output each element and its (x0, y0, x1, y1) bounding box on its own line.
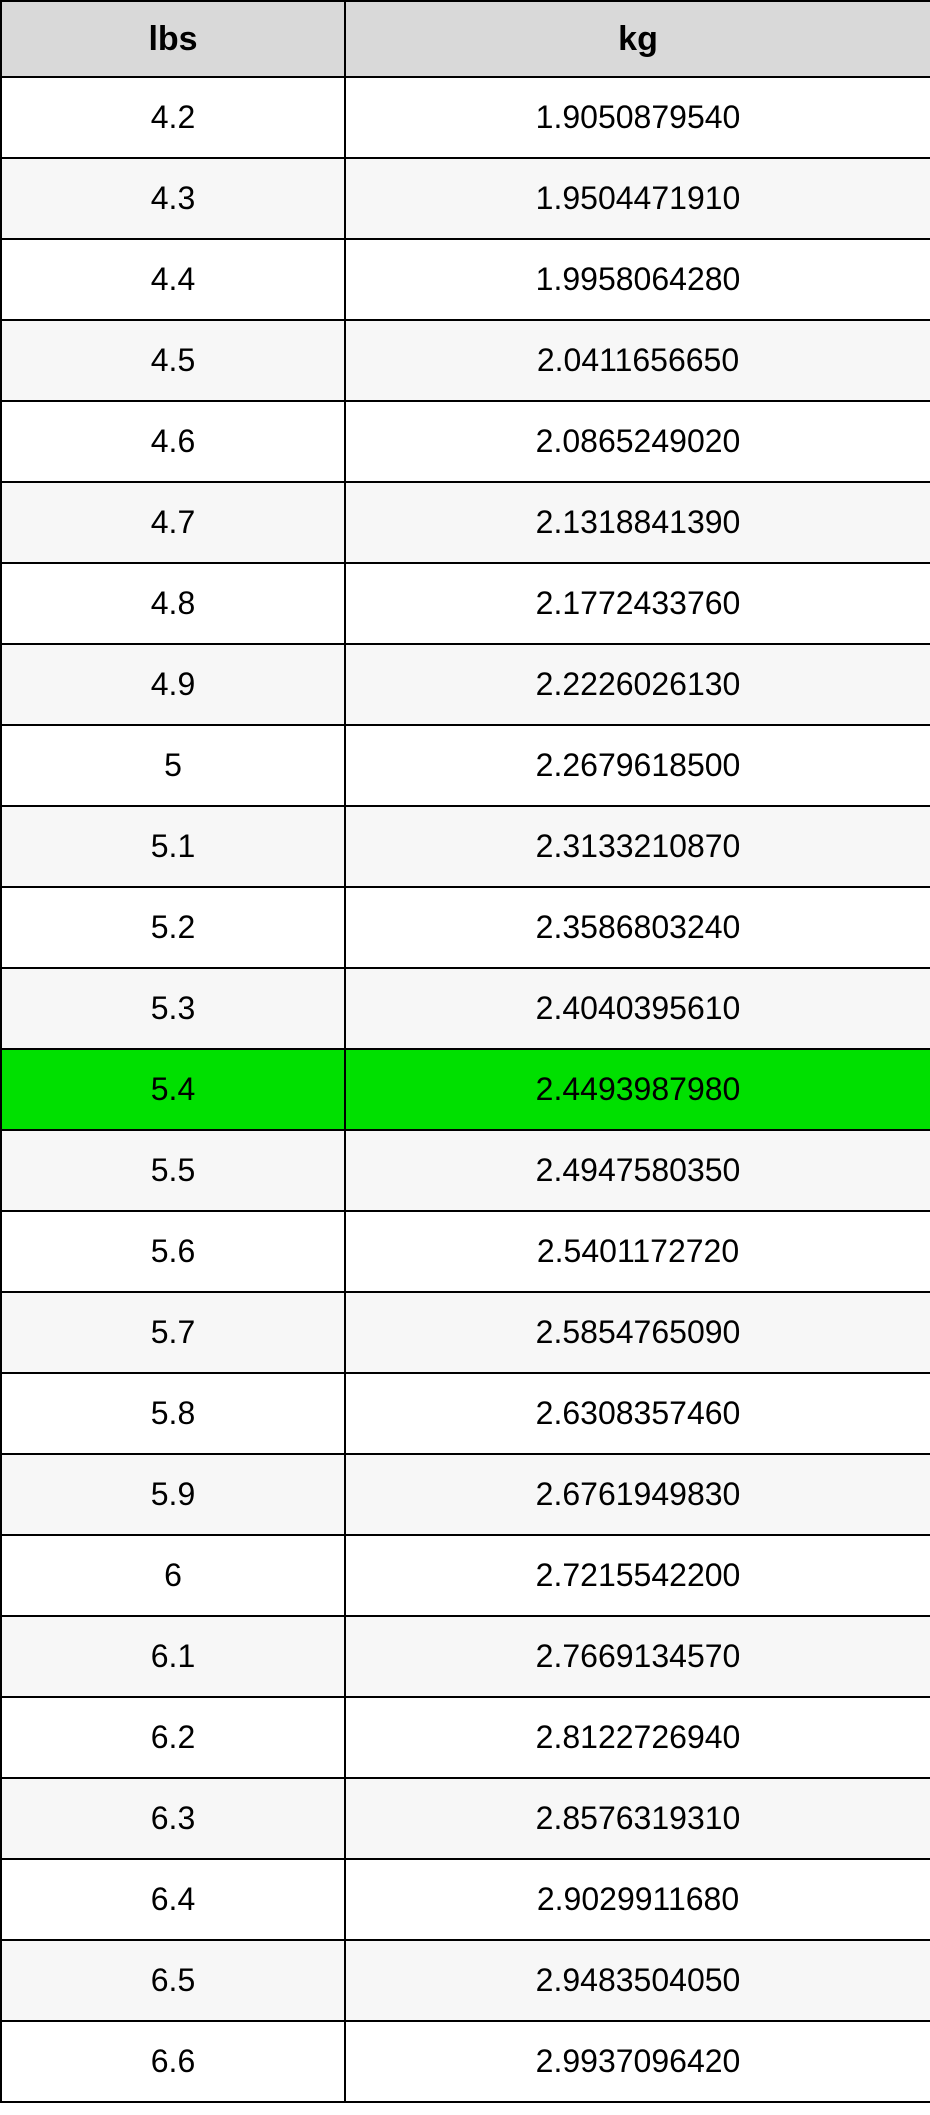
cell-lbs: 5.1 (1, 806, 345, 887)
table-row: 5.52.4947580350 (1, 1130, 930, 1211)
cell-kg: 2.4040395610 (345, 968, 930, 1049)
cell-kg: 2.8122726940 (345, 1697, 930, 1778)
cell-kg: 2.2679618500 (345, 725, 930, 806)
table-row: 4.52.0411656650 (1, 320, 930, 401)
cell-lbs: 5.7 (1, 1292, 345, 1373)
cell-lbs: 4.2 (1, 77, 345, 158)
cell-lbs: 6.1 (1, 1616, 345, 1697)
cell-kg: 2.1318841390 (345, 482, 930, 563)
table-row: 6.32.8576319310 (1, 1778, 930, 1859)
cell-lbs: 4.3 (1, 158, 345, 239)
table-row: 4.82.1772433760 (1, 563, 930, 644)
cell-lbs: 6.2 (1, 1697, 345, 1778)
cell-lbs: 5.4 (1, 1049, 345, 1130)
cell-kg: 2.5401172720 (345, 1211, 930, 1292)
cell-lbs: 4.7 (1, 482, 345, 563)
cell-lbs: 6.6 (1, 2021, 345, 2102)
cell-kg: 2.1772433760 (345, 563, 930, 644)
cell-kg: 2.6308357460 (345, 1373, 930, 1454)
cell-kg: 2.0411656650 (345, 320, 930, 401)
table-row: 4.41.9958064280 (1, 239, 930, 320)
cell-lbs: 4.5 (1, 320, 345, 401)
cell-lbs: 4.6 (1, 401, 345, 482)
cell-lbs: 6 (1, 1535, 345, 1616)
table-row: 4.72.1318841390 (1, 482, 930, 563)
table-row: 4.31.9504471910 (1, 158, 930, 239)
cell-kg: 2.9483504050 (345, 1940, 930, 2021)
table-row: 4.92.2226026130 (1, 644, 930, 725)
cell-lbs: 5.3 (1, 968, 345, 1049)
table-row: 6.52.9483504050 (1, 1940, 930, 2021)
cell-kg: 2.3586803240 (345, 887, 930, 968)
cell-lbs: 5.8 (1, 1373, 345, 1454)
cell-lbs: 5.9 (1, 1454, 345, 1535)
cell-kg: 2.4493987980 (345, 1049, 930, 1130)
table-row: 4.62.0865249020 (1, 401, 930, 482)
table-row: 5.62.5401172720 (1, 1211, 930, 1292)
table-row: 4.21.9050879540 (1, 77, 930, 158)
table-row: 6.42.9029911680 (1, 1859, 930, 1940)
cell-kg: 2.3133210870 (345, 806, 930, 887)
table-row: 6.12.7669134570 (1, 1616, 930, 1697)
column-header-lbs: lbs (1, 1, 345, 77)
cell-kg: 2.8576319310 (345, 1778, 930, 1859)
cell-kg: 2.2226026130 (345, 644, 930, 725)
cell-lbs: 5 (1, 725, 345, 806)
cell-kg: 2.7669134570 (345, 1616, 930, 1697)
cell-lbs: 5.5 (1, 1130, 345, 1211)
cell-lbs: 6.5 (1, 1940, 345, 2021)
cell-kg: 2.4947580350 (345, 1130, 930, 1211)
cell-kg: 2.6761949830 (345, 1454, 930, 1535)
cell-lbs: 5.6 (1, 1211, 345, 1292)
cell-kg: 2.9029911680 (345, 1859, 930, 1940)
table-row: 5.22.3586803240 (1, 887, 930, 968)
cell-lbs: 4.9 (1, 644, 345, 725)
cell-kg: 2.5854765090 (345, 1292, 930, 1373)
table-row: 6.22.8122726940 (1, 1697, 930, 1778)
table-row: 5.32.4040395610 (1, 968, 930, 1049)
cell-lbs: 6.4 (1, 1859, 345, 1940)
cell-lbs: 4.4 (1, 239, 345, 320)
cell-kg: 1.9504471910 (345, 158, 930, 239)
table-row: 6.62.9937096420 (1, 2021, 930, 2102)
table-row: 52.2679618500 (1, 725, 930, 806)
table-body: 4.21.90508795404.31.95044719104.41.99580… (1, 77, 930, 2102)
column-header-kg: kg (345, 1, 930, 77)
table-row: 5.72.5854765090 (1, 1292, 930, 1373)
table-header-row: lbs kg (1, 1, 930, 77)
cell-lbs: 4.8 (1, 563, 345, 644)
cell-kg: 2.7215542200 (345, 1535, 930, 1616)
cell-lbs: 6.3 (1, 1778, 345, 1859)
table-row: 5.12.3133210870 (1, 806, 930, 887)
cell-kg: 1.9050879540 (345, 77, 930, 158)
conversion-table: lbs kg 4.21.90508795404.31.95044719104.4… (0, 0, 930, 2103)
cell-lbs: 5.2 (1, 887, 345, 968)
cell-kg: 1.9958064280 (345, 239, 930, 320)
table-row: 62.7215542200 (1, 1535, 930, 1616)
table-row: 5.92.6761949830 (1, 1454, 930, 1535)
table-row: 5.82.6308357460 (1, 1373, 930, 1454)
cell-kg: 2.0865249020 (345, 401, 930, 482)
table-row: 5.42.4493987980 (1, 1049, 930, 1130)
cell-kg: 2.9937096420 (345, 2021, 930, 2102)
